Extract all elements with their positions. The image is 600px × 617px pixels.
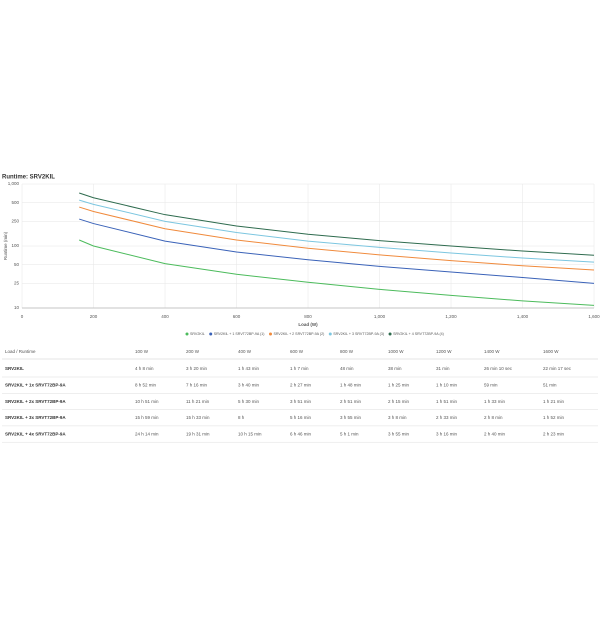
table-header: 1400 W — [484, 349, 500, 354]
table-cell: 24 h 14 min — [135, 431, 159, 436]
table-cell: 2 h 51 min — [340, 399, 362, 404]
table-cell: 59 min — [484, 382, 498, 387]
legend-label: SRV2KIL — [190, 332, 205, 336]
table-cell: 5 h 16 min — [290, 415, 312, 420]
legend-label: SRV2KIL + 3 SRVT72BP-9A (3) — [333, 332, 384, 336]
x-tick-label: 200 — [90, 314, 98, 319]
table-cell: 11 h 21 min — [186, 399, 210, 404]
row-label: SRV2KIL + 4x SRVT72BP-9A — [5, 431, 66, 436]
x-axis-label: Load (W) — [298, 322, 318, 327]
table-cell: 3 h 20 min — [186, 366, 208, 371]
table-header: 100 W — [135, 349, 149, 354]
series-line — [79, 199, 595, 263]
table-cell: 3 h 55 min — [340, 415, 362, 420]
row-label: SRV2KIL + 2x SRVT72BP-9A — [5, 399, 66, 404]
table-cell: 1 h 25 min — [388, 382, 410, 387]
table-cell: 10 h 51 min — [135, 399, 159, 404]
table-cell: 3 h 55 min — [388, 431, 410, 436]
table-cell: 2 h 23 min — [543, 431, 565, 436]
series-line — [79, 192, 595, 256]
table-cell: 8 h — [238, 415, 245, 420]
table-cell: 22 min 17 sec — [543, 366, 572, 371]
y-tick-label: 1,000 — [8, 181, 20, 186]
x-tick-label: 800 — [304, 314, 312, 319]
table-cell: 6 h 46 min — [290, 431, 312, 436]
row-label: SRV2KIL + 1x SRVT72BP-9A — [5, 382, 66, 387]
y-tick-label: 500 — [11, 200, 19, 205]
table-cell: 1 h 52 min — [543, 415, 565, 420]
table-cell: 5 h 1 min — [340, 431, 359, 436]
table-cell: 2 h 8 min — [484, 415, 503, 420]
y-tick-label: 250 — [11, 219, 19, 224]
table-header: 1000 W — [388, 349, 404, 354]
table-cell: 1 h 51 min — [436, 399, 458, 404]
series-line — [79, 206, 595, 271]
legend-marker — [269, 332, 272, 336]
table-cell: 4 h 8 min — [135, 366, 154, 371]
series-line — [79, 239, 595, 306]
table-header: 600 W — [290, 349, 304, 354]
table-cell: 3 h 8 min — [388, 415, 407, 420]
table-header: 200 W — [186, 349, 200, 354]
y-axis-label: Runtime (min) — [3, 231, 8, 260]
table-cell: 8 h 52 min — [135, 382, 157, 387]
table-header: 1600 W — [543, 349, 559, 354]
table-cell: 2 h 40 min — [484, 431, 506, 436]
x-tick-label: 1,200 — [445, 314, 457, 319]
table-cell: 7 h 16 min — [186, 382, 208, 387]
table-cell: 51 min — [543, 382, 557, 387]
table-cell: 3 h 16 min — [436, 431, 458, 436]
y-tick-label: 100 — [11, 243, 19, 248]
table-cell: 38 min — [388, 366, 402, 371]
legend-label: SRV2KIL + 1 SRVT72BP-9A (1) — [214, 332, 265, 336]
legend-marker — [388, 332, 392, 336]
table-cell: 2 h 15 min — [388, 399, 410, 404]
table-cell: 1 h 7 min — [290, 366, 309, 371]
table-header: 800 W — [340, 349, 354, 354]
table-cell: 15 h 59 min — [135, 415, 159, 420]
table-cell: 2 h 33 min — [436, 415, 458, 420]
table-cell: 1 h 33 min — [484, 399, 506, 404]
x-tick-label: 600 — [233, 314, 241, 319]
x-tick-label: 1,000 — [374, 314, 386, 319]
row-label: SRV2KIL + 3x SRVT72BP-9A — [5, 415, 66, 420]
table-cell: 3 h 40 min — [238, 382, 260, 387]
x-tick-label: 1,400 — [517, 314, 529, 319]
table-cell: 1 h 21 min — [543, 399, 565, 404]
table-header: Load / Runtime — [5, 349, 36, 354]
legend-marker — [185, 332, 189, 336]
legend-label: SRV2KIL + 2 SRVT72BP-9A (2) — [274, 332, 325, 336]
y-tick-label: 25 — [14, 281, 20, 286]
table-cell: 5 h 30 min — [238, 399, 260, 404]
x-tick-label: 0 — [21, 314, 24, 319]
x-tick-label: 1,600 — [588, 314, 600, 319]
table-cell: 19 h 31 min — [186, 431, 210, 436]
row-label: SRV2KIL — [5, 366, 24, 371]
table-cell: 15 h 33 min — [186, 415, 210, 420]
table-cell: 3 h 51 min — [290, 399, 312, 404]
table-cell: 2 h 27 min — [290, 382, 312, 387]
x-tick-label: 400 — [161, 314, 169, 319]
legend-label: SRV2KIL + 4 SRVT72BP-9A (4) — [393, 332, 444, 336]
table-cell: 31 min — [436, 366, 450, 371]
y-tick-label: 10 — [14, 305, 20, 310]
legend-marker — [209, 332, 213, 336]
table-cell: 26 min 10 sec — [484, 366, 513, 371]
series-line — [79, 218, 595, 284]
table-cell: 1 h 10 min — [436, 382, 458, 387]
table-cell: 1 h 43 min — [238, 366, 260, 371]
legend-marker — [328, 332, 332, 336]
y-tick-label: 50 — [14, 262, 20, 267]
table-header: 1200 W — [436, 349, 452, 354]
table-cell: 48 min — [340, 366, 354, 371]
table-cell: 10 h 15 min — [238, 431, 262, 436]
table-header: 400 W — [238, 349, 252, 354]
table-cell: 1 h 48 min — [340, 382, 362, 387]
chart-title: Runtime: SRV2KIL — [2, 175, 55, 181]
